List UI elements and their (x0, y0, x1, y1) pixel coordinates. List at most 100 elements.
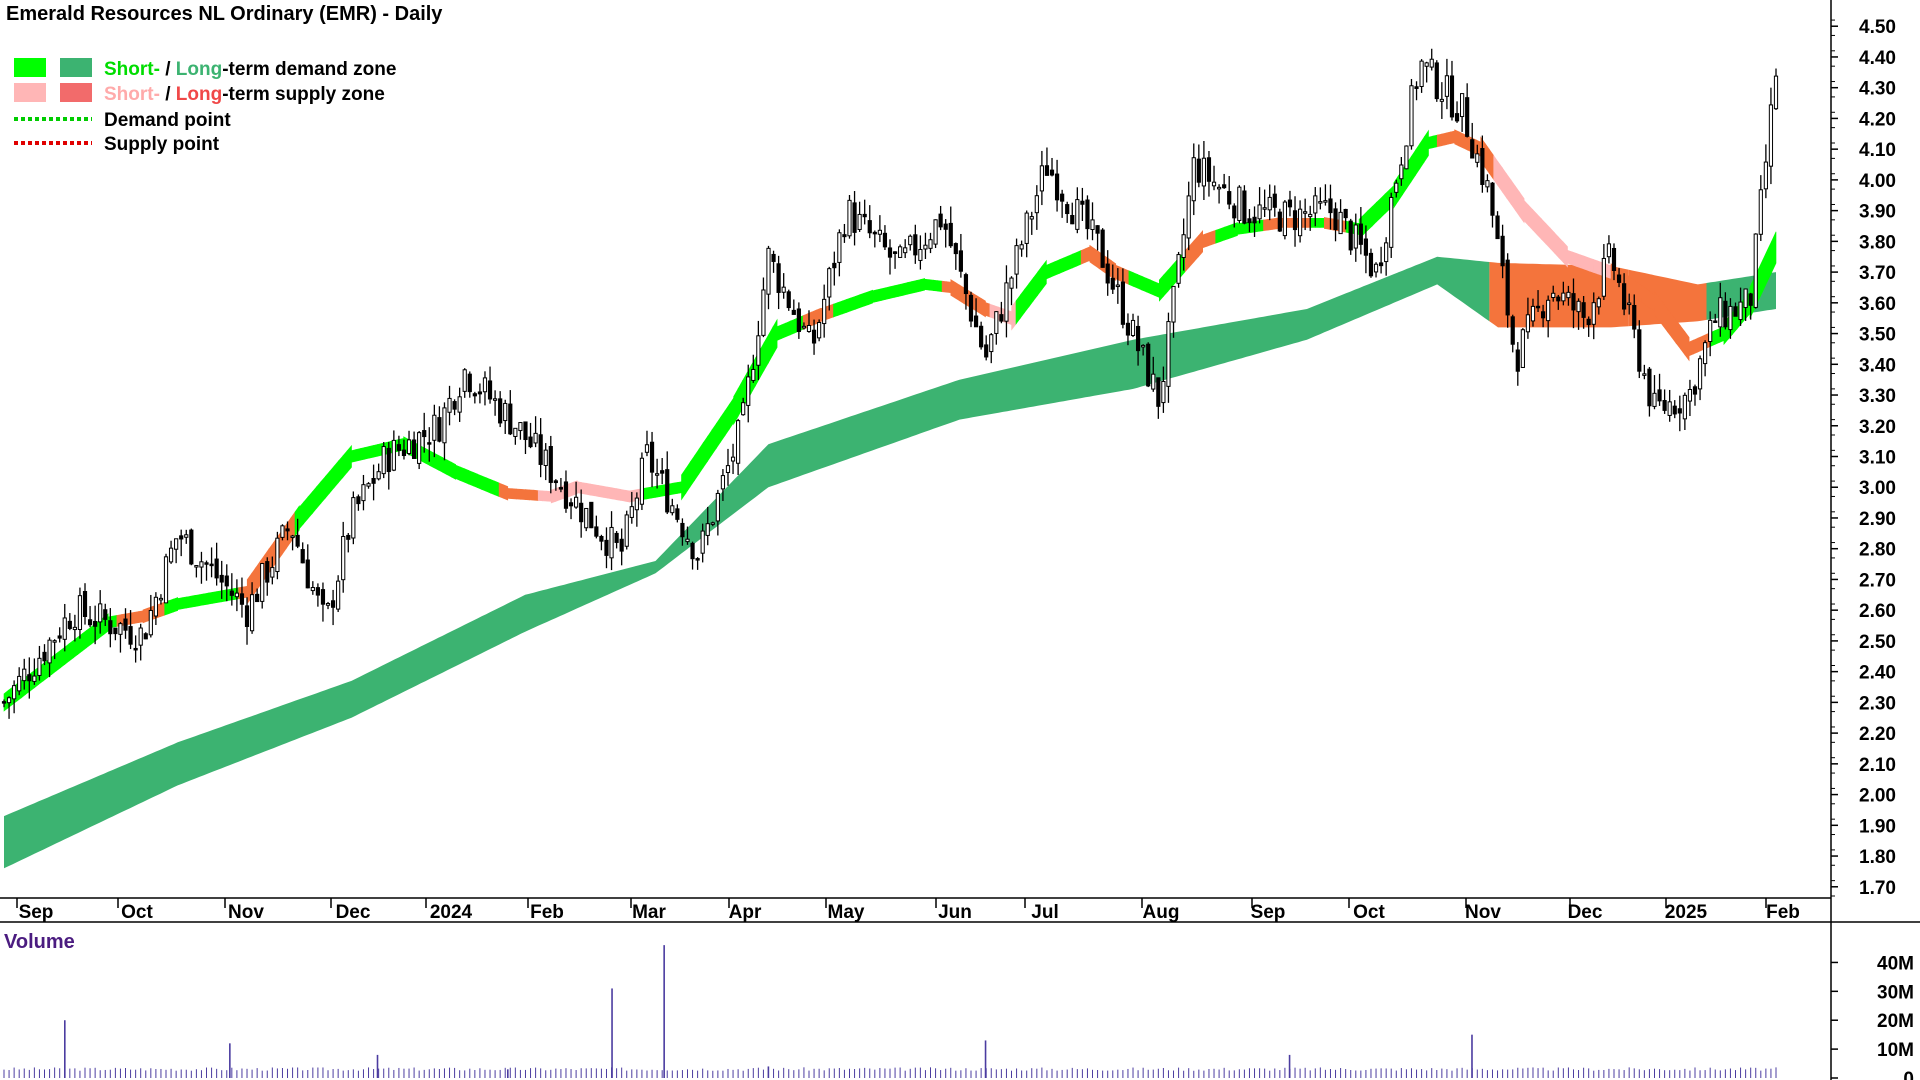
candle-body (1429, 58, 1434, 68)
candle-body (265, 561, 270, 583)
candle-body (1490, 182, 1495, 216)
candle-body (634, 497, 639, 511)
candle-body (1556, 296, 1561, 302)
time-tick-label: Jul (1031, 902, 1058, 923)
candle-body (467, 373, 472, 393)
short-zone-slice (1506, 173, 1512, 206)
candle-body (133, 647, 138, 651)
candle-body (452, 401, 457, 410)
candle-body (163, 556, 169, 604)
candle-body (62, 617, 67, 640)
candle-body (877, 229, 882, 235)
volume-axis-ticks: 0 10M 20M 30M 40M (1831, 953, 1914, 1080)
short-zone-slice (850, 295, 856, 312)
short-zone-slice (533, 489, 539, 501)
short-zone-slice (1545, 222, 1551, 250)
short-zone-slice (1458, 131, 1464, 149)
candle-body (1470, 139, 1475, 159)
short-zone-slice (464, 468, 469, 485)
short-zone-slice (1132, 272, 1138, 289)
volume-tick-label: 30M (1877, 982, 1914, 1003)
candle-body (1141, 344, 1146, 348)
candle-body (1130, 319, 1136, 336)
candle-body (72, 626, 77, 631)
short-zone-slice (542, 490, 548, 502)
candle-body (128, 626, 133, 645)
short-zone-slice (716, 416, 721, 450)
candle-body (913, 234, 918, 256)
candle-body (1637, 329, 1642, 372)
candle-body (1353, 224, 1358, 249)
candle-body (1485, 180, 1490, 188)
short-zone-slice (1680, 325, 1686, 356)
price-tick-label: 4.10 (1859, 140, 1896, 161)
short-zone-slice (312, 485, 317, 515)
short-zone-slice (1085, 246, 1091, 263)
short-zone-slice (1384, 189, 1390, 215)
candle-body (42, 651, 47, 662)
price-tick-label: 1.70 (1859, 878, 1896, 899)
short-zone-slice (455, 464, 461, 481)
candle-body (1227, 191, 1232, 205)
candle-body (1632, 304, 1637, 330)
candle-body (1606, 243, 1612, 258)
candle-body (928, 239, 933, 249)
candle-body (386, 447, 391, 473)
candle-body (705, 523, 710, 536)
short-zone-slice (1528, 204, 1534, 231)
short-zone-slice (1558, 236, 1564, 264)
candle-body (695, 558, 700, 561)
candle-body (984, 344, 989, 358)
candle-body (113, 627, 118, 635)
short-zone-slice (1688, 339, 1694, 357)
short-zone-slice (985, 302, 991, 318)
short-zone-slice (881, 287, 886, 301)
candle-body (801, 325, 807, 329)
volume-tick-label: 20M (1877, 1011, 1914, 1032)
candle-body (1303, 211, 1308, 214)
candle-body (958, 250, 963, 272)
candle-body (1120, 281, 1125, 325)
candle-body (1586, 318, 1591, 326)
price-tick-label: 2.30 (1859, 693, 1896, 714)
candle-body (457, 396, 462, 413)
candle-body (103, 609, 108, 620)
short-zone-slice (1428, 135, 1434, 150)
short-zone-slice (1523, 199, 1529, 227)
candle-body (599, 536, 604, 542)
short-zone-slice (1510, 179, 1516, 212)
price-tick-label: 3.30 (1859, 386, 1896, 407)
short-zone-slice (1072, 251, 1078, 269)
candle-body (1561, 292, 1566, 302)
candle-body (781, 286, 786, 293)
candle-body (1090, 219, 1095, 231)
candle-body (558, 487, 564, 490)
short-zone-slice (490, 478, 496, 496)
candle-body (1414, 86, 1419, 89)
price-tick-label: 3.10 (1859, 448, 1896, 469)
short-zone-slice (355, 448, 361, 462)
short-zone-slice (1519, 191, 1525, 224)
candle-body (1110, 277, 1115, 290)
candle-body (295, 534, 300, 547)
short-zone-slice (64, 643, 70, 666)
short-zone-slice (1597, 260, 1603, 276)
short-zone-slice (1128, 270, 1134, 287)
time-tick-label: 2025 (1665, 902, 1708, 923)
short-zone-slice (1541, 218, 1547, 245)
short-zone-slice (1649, 290, 1655, 312)
candle-body (776, 263, 781, 293)
time-tick-label: Aug (1143, 902, 1180, 923)
short-zone-slice (1593, 259, 1599, 275)
short-zone-slice (429, 450, 435, 469)
candle-body (806, 324, 812, 332)
short-zone-slice (51, 653, 57, 676)
legend-demand-sep: / (160, 59, 176, 80)
candle-body (118, 623, 123, 635)
short-zone-slice (902, 282, 908, 296)
short-zone-slice (186, 595, 192, 609)
price-tick-label: 2.70 (1859, 570, 1896, 591)
candle-body (1313, 195, 1318, 214)
short-zone-slice (142, 607, 148, 624)
candle-body (892, 251, 898, 254)
